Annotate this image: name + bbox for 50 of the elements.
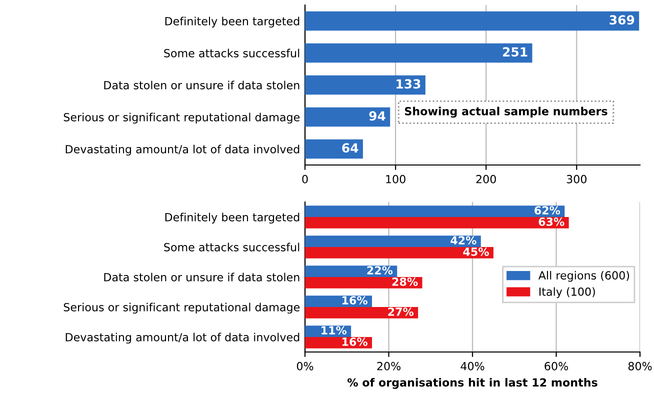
data-label: 369	[610, 15, 634, 25]
bar	[305, 43, 532, 63]
bar	[305, 266, 398, 277]
y-tick-label: Devastating amount/a lot of data involved	[66, 144, 300, 156]
bar	[305, 236, 481, 247]
bar	[305, 75, 426, 95]
bar	[305, 307, 418, 318]
legend-label: All regions (600)	[538, 270, 630, 282]
data-label: 45%	[463, 248, 489, 256]
y-tick-label: Some attacks successful	[164, 242, 300, 252]
data-label: 11%	[322, 326, 347, 335]
bar	[305, 206, 565, 217]
x-tick-label: 200	[476, 174, 496, 184]
data-label: 42%	[450, 236, 476, 245]
x-tick-label: 0	[302, 174, 308, 184]
bar	[305, 217, 569, 228]
y-tick-label: Definitely been targeted	[165, 16, 300, 28]
data-label: 63%	[538, 218, 564, 226]
data-label: 94	[369, 111, 386, 121]
data-label: 251	[502, 47, 528, 57]
data-label: 22%	[367, 266, 393, 275]
x-tick-label: 40%	[460, 362, 484, 370]
y-tick-label: Serious or significant reputational damage	[64, 302, 300, 314]
x-axis-title: % of organisations hit in last 12 months	[347, 378, 598, 389]
y-tick-label: Definitely been targeted	[165, 212, 300, 224]
legend-label: Italy (100)	[539, 287, 595, 298]
bar	[305, 107, 390, 127]
y-tick-label: Serious or significant reputational damage	[64, 112, 300, 124]
bar	[305, 277, 422, 288]
bar	[305, 139, 363, 159]
y-tick-label: Data stolen or unsure if data stolen	[104, 272, 300, 282]
x-tick-label: 300	[566, 174, 586, 184]
data-label: 27%	[388, 308, 414, 316]
y-tick-label: Data stolen or unsure if data stolen	[104, 80, 300, 90]
bar	[305, 11, 640, 31]
data-label: 16%	[342, 296, 368, 305]
data-label: 62%	[534, 206, 560, 215]
data-label: 16%	[342, 338, 368, 346]
y-tick-label: Devastating amount/a lot of data involved	[66, 332, 300, 344]
x-tick-label: 60%	[544, 362, 568, 370]
x-tick-label: 20%	[377, 362, 400, 370]
annotation: Showing actual sample numbers	[404, 106, 608, 118]
x-tick-label: 0%	[296, 362, 314, 370]
y-tick-label: Some attacks successful	[164, 48, 300, 58]
x-tick-label: 100	[386, 174, 406, 184]
x-tick-label: 80%	[628, 362, 652, 370]
data-label: 28%	[392, 278, 418, 286]
data-label: 64	[342, 143, 358, 153]
bar	[305, 247, 494, 258]
data-label: 133	[396, 79, 420, 89]
